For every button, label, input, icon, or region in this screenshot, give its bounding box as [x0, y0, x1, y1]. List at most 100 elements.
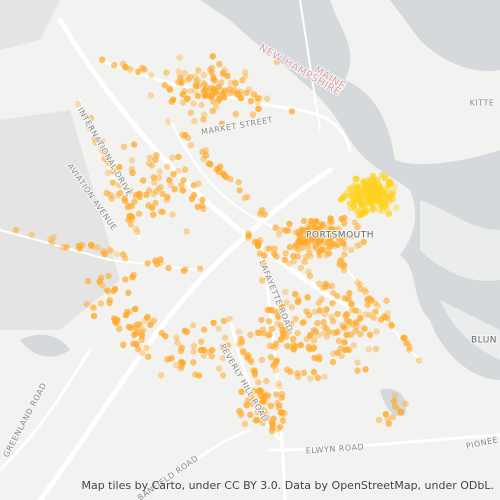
density-dot: [156, 168, 163, 175]
density-dot: [290, 341, 297, 348]
density-dot: [138, 332, 146, 340]
density-dot: [263, 377, 270, 385]
density-dot: [166, 176, 173, 184]
density-dot: [159, 190, 166, 198]
density-dot: [218, 79, 225, 86]
density-dot: [195, 67, 202, 74]
density-dot: [192, 371, 199, 378]
density-dot: [346, 347, 353, 354]
density-dot: [334, 349, 341, 356]
density-dot: [155, 174, 163, 181]
density-dot: [84, 277, 92, 285]
density-dot: [132, 305, 139, 313]
density-dot: [264, 95, 271, 102]
density-dot: [190, 348, 197, 355]
density-dot: [243, 402, 250, 409]
airfield: [0, 0, 120, 330]
density-dot: [146, 154, 153, 161]
density-dot: [116, 325, 123, 332]
density-dot: [300, 369, 308, 376]
density-dot: [310, 368, 318, 376]
density-dot: [170, 170, 177, 178]
density-dot: [152, 156, 159, 164]
density-dot: [247, 357, 254, 364]
attribution: Map tiles by Carto, under CC BY 3.0. Dat…: [81, 479, 494, 492]
density-dot: [82, 112, 89, 119]
density-dot: [386, 180, 393, 188]
density-dot: [279, 391, 286, 398]
density-dot: [373, 177, 380, 185]
density-dot: [321, 240, 329, 247]
density-dot: [219, 71, 227, 78]
density-dot: [200, 352, 207, 359]
density-dot: [145, 160, 153, 167]
density-dot: [310, 337, 318, 344]
density-dot: [194, 92, 202, 100]
density-dot: [149, 204, 156, 211]
density-dot: [305, 268, 312, 275]
density-dot: [350, 342, 357, 349]
density-dot: [323, 306, 330, 313]
density-dot: [152, 257, 159, 264]
density-dot: [116, 164, 123, 171]
density-dot: [181, 69, 188, 77]
density-dot: [269, 343, 277, 350]
density-dot: [370, 192, 377, 200]
density-dot: [370, 314, 377, 321]
density-dot: [143, 314, 151, 321]
density-dot: [75, 242, 83, 250]
density-dot: [99, 248, 107, 255]
density-dot: [190, 192, 198, 199]
density-dot: [165, 264, 172, 272]
density-dot: [279, 331, 287, 338]
density-dot: [279, 417, 287, 424]
density-dot: [388, 322, 395, 329]
density-dot: [75, 100, 82, 108]
density-dot: [264, 274, 271, 281]
density-dot: [283, 299, 290, 306]
density-dot: [316, 280, 323, 287]
density-dot: [203, 84, 210, 91]
density-dot: [307, 331, 314, 339]
density-dot: [175, 68, 182, 75]
density-dot: [309, 220, 316, 228]
density-dot: [178, 182, 185, 189]
density-dot: [187, 142, 195, 149]
density-dot: [316, 307, 323, 314]
density-dot: [190, 342, 198, 350]
density-dot: [351, 219, 358, 226]
density-dot: [315, 332, 322, 339]
density-dot: [96, 278, 103, 285]
density-dot: [284, 227, 292, 234]
density-dot: [281, 256, 288, 264]
density-dot: [255, 105, 262, 113]
density-dot: [87, 114, 95, 122]
density-dot: [12, 226, 19, 234]
density-dot: [257, 392, 264, 400]
density-dot: [240, 349, 248, 356]
density-dot: [316, 230, 323, 237]
density-dot: [231, 86, 238, 93]
density-dot: [261, 268, 268, 275]
density-dot: [329, 358, 337, 366]
density-dot: [341, 220, 348, 227]
density-dot: [402, 400, 409, 407]
density-dot: [127, 221, 135, 228]
density-dot: [128, 157, 136, 164]
density-dot: [374, 302, 381, 309]
density-dot: [261, 252, 268, 259]
density-dot: [88, 241, 95, 249]
density-dot: [120, 143, 128, 150]
density-dot: [209, 53, 216, 60]
density-dot: [132, 225, 140, 232]
density-dot: [167, 355, 174, 362]
density-dot: [152, 199, 159, 207]
density-dot: [362, 311, 370, 318]
density-dot: [309, 345, 317, 352]
density-dot: [277, 322, 284, 329]
density-dot: [290, 335, 297, 342]
density-dot: [215, 325, 222, 332]
density-dot: [310, 327, 318, 334]
density-dot: [338, 352, 345, 360]
density-dot: [378, 199, 385, 207]
